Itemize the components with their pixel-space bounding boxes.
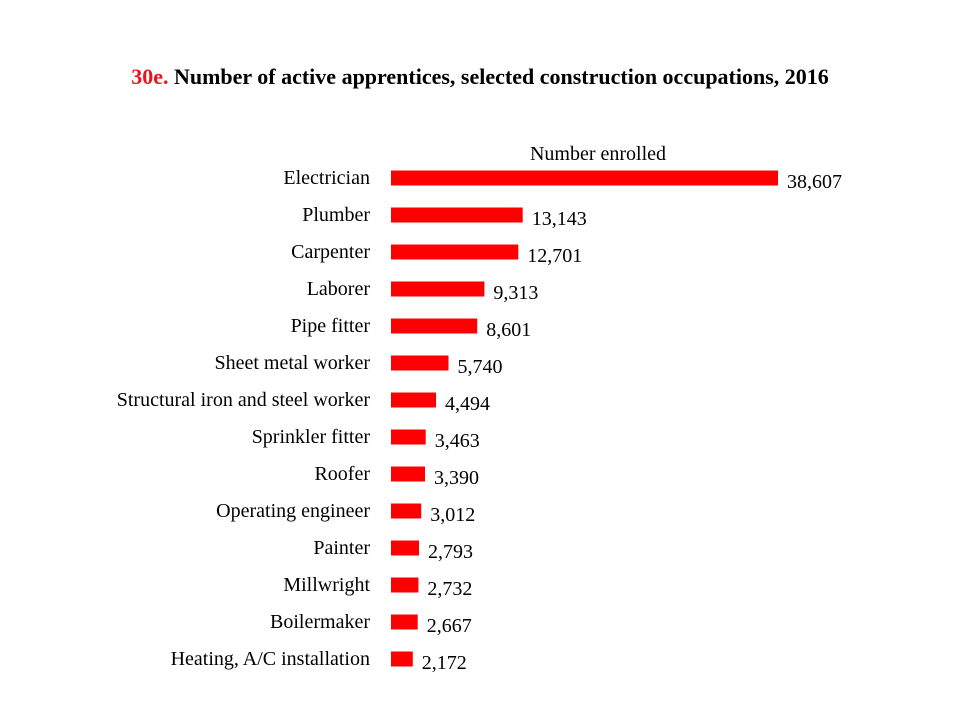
value-labels-group: 38,607 13,143 12,701 9,313 8,601 5,740 4,494 3,… xyxy=(422,171,842,674)
bar-carpenter xyxy=(391,244,519,260)
series-label: Number enrolled xyxy=(530,143,666,165)
category-label-sheet-metal-worker: Sheet metal worker xyxy=(215,352,371,374)
category-labels-group: Electrician Plumber Carpenter Laborer Pipe f… xyxy=(117,167,371,670)
bar-sprinkler-fitter xyxy=(391,429,426,445)
category-label-painter: Painter xyxy=(313,537,370,559)
bar-pipe-fitter xyxy=(391,318,478,334)
bar-structural-iron-and-steel-worker xyxy=(391,392,436,408)
bar-heating-a-c-installation xyxy=(391,651,413,667)
chart-title-text: Number of active apprentices, selected c… xyxy=(173,64,829,89)
category-label-pipe-fitter: Pipe fitter xyxy=(291,315,371,337)
value-label-sheet-metal-worker: 5,740 xyxy=(458,356,503,378)
bar-boilermaker xyxy=(391,614,418,630)
bar-millwright xyxy=(391,577,419,593)
value-label-carpenter: 12,701 xyxy=(527,245,582,267)
bar-electrician xyxy=(391,170,778,186)
category-label-heating-a-c-installation: Heating, A/C installation xyxy=(171,648,370,670)
bars-group xyxy=(391,170,778,667)
bar-operating-engineer xyxy=(391,503,422,519)
bar-laborer xyxy=(391,281,485,297)
bar-sheet-metal-worker xyxy=(391,355,449,371)
value-label-electrician: 38,607 xyxy=(787,171,842,193)
value-label-roofer: 3,390 xyxy=(434,467,479,489)
value-label-heating-a-c-installation: 2,172 xyxy=(422,652,467,674)
value-label-pipe-fitter: 8,601 xyxy=(486,319,531,341)
category-label-structural-iron-and-steel-worker: Structural iron and steel worker xyxy=(117,389,371,411)
bar-plumber xyxy=(391,207,523,223)
bar-roofer xyxy=(391,466,425,482)
category-label-carpenter: Carpenter xyxy=(291,241,370,263)
value-label-structural-iron-and-steel-worker: 4,494 xyxy=(445,393,490,415)
value-label-plumber: 13,143 xyxy=(532,208,587,230)
chart-title: 30e. Number of active apprentices, selec… xyxy=(0,64,960,90)
chart-title-number: 30e. xyxy=(131,64,169,89)
bar-painter xyxy=(391,540,419,556)
value-label-boilermaker: 2,667 xyxy=(427,615,472,637)
category-label-sprinkler-fitter: Sprinkler fitter xyxy=(252,426,371,448)
category-label-roofer: Roofer xyxy=(314,463,370,485)
category-label-operating-engineer: Operating engineer xyxy=(216,500,370,522)
value-label-millwright: 2,732 xyxy=(427,578,472,600)
category-label-laborer: Laborer xyxy=(307,278,371,300)
value-label-painter: 2,793 xyxy=(428,541,473,563)
value-label-sprinkler-fitter: 3,463 xyxy=(435,430,480,452)
category-label-plumber: Plumber xyxy=(302,204,370,226)
value-label-laborer: 9,313 xyxy=(493,282,538,304)
value-label-operating-engineer: 3,012 xyxy=(430,504,475,526)
category-label-boilermaker: Boilermaker xyxy=(270,611,370,633)
category-label-electrician: Electrician xyxy=(283,167,370,189)
category-label-millwright: Millwright xyxy=(283,574,370,596)
